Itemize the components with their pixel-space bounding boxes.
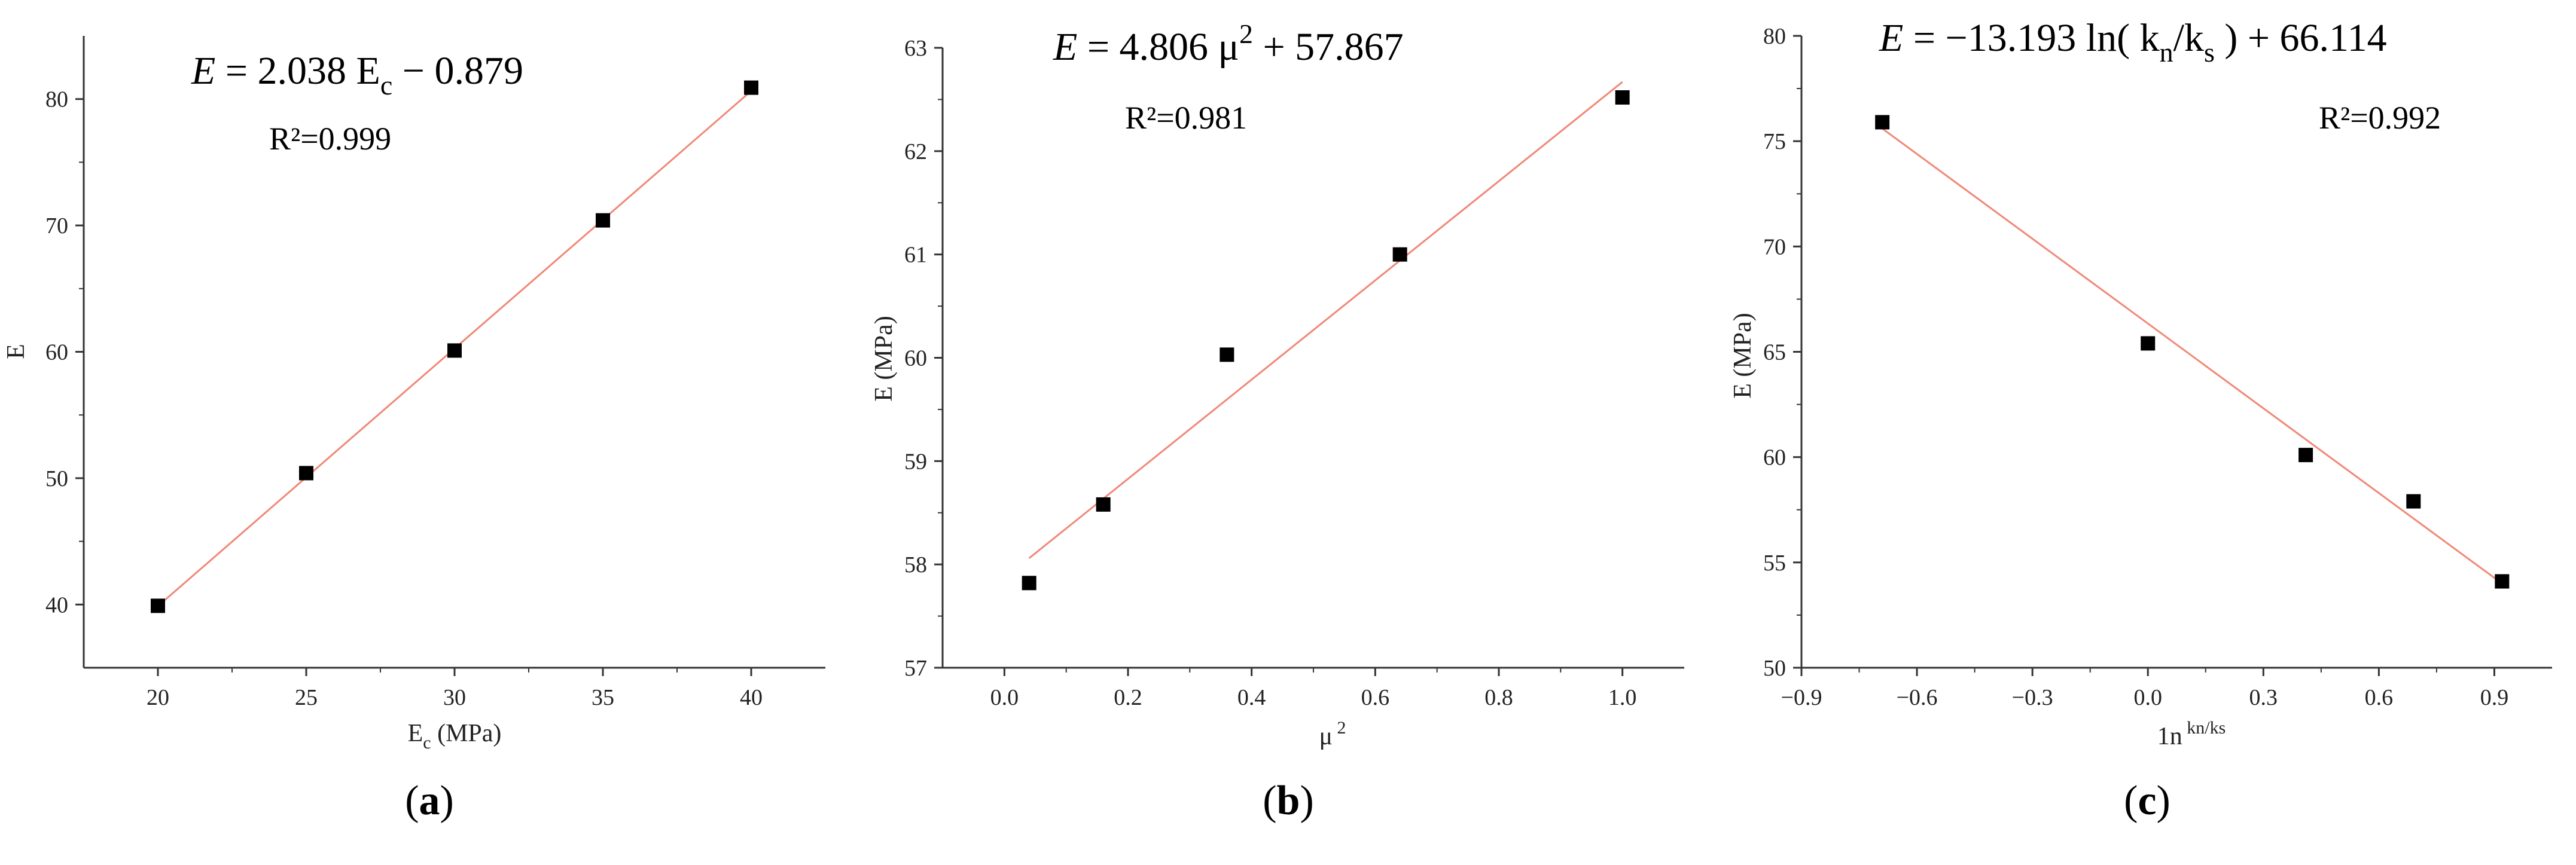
x-tick-label: 40 <box>740 685 763 710</box>
data-point <box>2495 574 2510 589</box>
x-tick-label: −0.6 <box>1897 685 1938 710</box>
y-tick-label: 62 <box>904 139 927 164</box>
y-tick-label: 65 <box>1763 340 1786 365</box>
x-tick-label: 0.4 <box>1237 685 1266 710</box>
y-axis-label: E <box>2 344 30 359</box>
y-tick-label: 40 <box>45 592 68 618</box>
x-tick-label: 0.9 <box>2480 685 2509 710</box>
x-tick-label: 0.0 <box>990 685 1019 710</box>
data-point <box>299 466 313 481</box>
y-tick-label: 70 <box>45 213 68 239</box>
panel-caption-a: (a) <box>405 778 454 824</box>
data-point <box>2406 494 2421 509</box>
chart-panel-a: 20 25 30 35 40 40 50 60 70 80 E = 2.038 Ec − 0.879… <box>0 0 859 865</box>
y-tick-label: 63 <box>904 36 927 61</box>
equation-label: E = 2.038 Ec − 0.879 <box>191 49 523 100</box>
x-tick-label: 35 <box>592 685 614 710</box>
x-tick-label: −0.3 <box>2012 685 2053 710</box>
y-tick-label: 50 <box>1763 656 1786 681</box>
y-tick-label: 75 <box>1763 129 1786 154</box>
equation-variable: E <box>1053 25 1077 69</box>
y-tick-label: 60 <box>1763 445 1786 470</box>
x-tick-label: 0.6 <box>1361 685 1390 710</box>
equation-subscript: n <box>2160 37 2173 68</box>
equation-variable: E <box>191 49 215 93</box>
equation-subscript: c <box>380 70 392 100</box>
y-tick-label: 55 <box>1763 551 1786 576</box>
equation-tail: ) + 66.114 <box>2215 16 2387 60</box>
equation-superscript: 2 <box>1239 19 1253 49</box>
y-tick-label: 58 <box>904 552 927 577</box>
x-label-main: 1n <box>2157 723 2182 750</box>
x-label-superscript: kn/ks <box>2182 718 2226 738</box>
x-tick-label: 20 <box>147 685 169 710</box>
x-tick-label: 1.0 <box>1608 685 1637 710</box>
x-tick-label: 0.6 <box>2365 685 2394 710</box>
data-point <box>1875 115 1890 130</box>
data-point <box>1615 90 1630 105</box>
y-axis-label: E (MPa) <box>1729 313 1757 398</box>
data-point <box>447 343 462 358</box>
r-squared-label: R²=0.981 <box>1125 100 1247 136</box>
y-tick-label: 80 <box>1763 24 1786 49</box>
data-point <box>596 213 610 228</box>
x-label-unit: (MPa) <box>431 720 502 747</box>
x-label-superscript: 2 <box>1333 718 1346 738</box>
x-tick-label: 0.8 <box>1484 685 1513 710</box>
fit-line <box>1028 81 1623 559</box>
data-point <box>744 80 758 95</box>
x-label-subscript: c <box>423 733 431 753</box>
equation-label: E = −13.193 ln( kn/ks ) + 66.114 <box>1879 16 2387 68</box>
equation-mid: /k <box>2173 16 2204 60</box>
data-point <box>151 598 165 613</box>
chart-svg-b: 0.0 0.2 0.4 0.6 0.8 1.0 57 58 59 60 61 62 63 E = 4.80… <box>870 19 1684 750</box>
data-point <box>1220 347 1234 362</box>
y-axis-label: E (MPa) <box>870 316 898 401</box>
x-tick-label: 0.2 <box>1114 685 1142 710</box>
y-tick-label: 60 <box>904 346 927 371</box>
r-squared-label: R²=0.999 <box>269 121 391 157</box>
r-squared-label: R²=0.992 <box>2319 100 2441 136</box>
chart-panel-c: −0.9 −0.6 −0.3 0.0 0.3 0.6 0.9 50 55 60 65 70 75 80 E … <box>1718 0 2576 865</box>
x-axis-label: μ 2 <box>1319 718 1346 750</box>
data-point <box>2141 336 2156 351</box>
equation-subscript: s <box>2204 37 2215 68</box>
y-tick-label: 70 <box>1763 234 1786 259</box>
data-point <box>1096 497 1111 512</box>
x-axis-label: Ec (MPa) <box>408 720 502 753</box>
fit-line <box>1882 127 2503 585</box>
chart-panel-b: 0.0 0.2 0.4 0.6 0.8 1.0 57 58 59 60 61 62 63 E = 4.80… <box>859 0 1718 865</box>
y-tick-label: 61 <box>904 243 927 268</box>
x-label-main: E <box>408 720 423 747</box>
chart-svg-c: −0.9 −0.6 −0.3 0.0 0.3 0.6 0.9 50 55 60 65 70 75 80 E … <box>1729 16 2552 750</box>
equation-tail: − 0.879 <box>392 49 523 93</box>
data-point <box>1022 576 1037 591</box>
equation-label: E = 4.806 μ2 + 57.867 <box>1053 19 1404 69</box>
y-tick-label: 60 <box>45 340 68 365</box>
x-tick-label: 0.3 <box>2249 685 2278 710</box>
panel-caption-b: (b) <box>1263 778 1314 824</box>
equation-body: = 2.038 E <box>215 49 380 93</box>
y-tick-label: 50 <box>45 466 68 491</box>
equation-variable: E <box>1879 16 1903 60</box>
y-tick-label: 80 <box>45 87 68 112</box>
equation-body: = 4.806 μ <box>1077 25 1239 69</box>
x-tick-label: −0.9 <box>1781 685 1822 710</box>
x-axis-label: 1n kn/ks <box>2157 718 2226 750</box>
x-tick-label: 0.0 <box>2133 685 2162 710</box>
data-point <box>2298 448 2313 463</box>
y-tick-label: 59 <box>904 449 927 474</box>
x-label-main: μ <box>1319 723 1333 750</box>
panel-caption-c: (c) <box>2124 778 2170 824</box>
x-tick-label: 30 <box>443 685 466 710</box>
equation-body: = −13.193 ln( k <box>1903 16 2159 60</box>
y-tick-label: 57 <box>904 656 927 681</box>
x-tick-label: 25 <box>295 685 318 710</box>
equation-tail: + 57.867 <box>1253 25 1404 69</box>
data-point <box>1392 247 1407 262</box>
